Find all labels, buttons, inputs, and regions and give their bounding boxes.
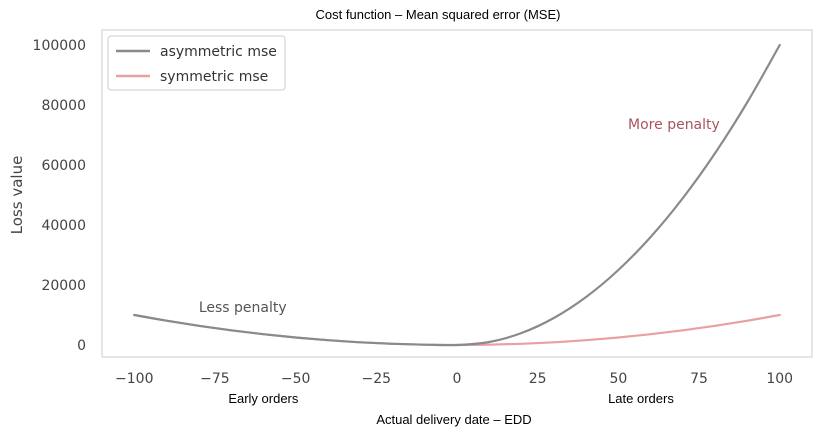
series-lines [133,43,781,347]
legend-items: asymmetric mse symmetric mse [116,44,277,85]
x-sublabel: Late orders [608,391,674,406]
legend-label: symmetric mse [160,69,268,85]
legend-label: asymmetric mse [160,44,277,60]
x-axis-ticks: −100 −75 −50 −25 0 25 50 75 100 [115,371,793,387]
x-tick-label: 75 [690,371,708,387]
y-axis-ticks: 0 20000 40000 60000 80000 100000 [33,38,86,354]
y-tick-label: 40000 [41,218,86,234]
x-tick-label: 25 [529,371,547,387]
annotation-less-penalty: Less penalty [199,300,287,316]
asymmetric-mse-line [133,43,781,347]
x-tick-label: −25 [362,371,392,387]
x-tick-label: −100 [115,371,153,387]
y-tick-label: 100000 [33,38,86,54]
y-tick-label: 60000 [41,158,86,174]
x-tick-label: −50 [281,371,311,387]
y-tick-label: 80000 [41,98,86,114]
x-tick-label: 100 [766,371,793,387]
x-tick-label: 50 [609,371,627,387]
x-axis-label: Actual delivery date – EDD [376,412,531,427]
y-axis-label: Loss value [8,156,26,235]
x-tick-label: 0 [453,371,462,387]
annotation-more-penalty: More penalty [628,117,720,133]
annotations: Less penalty More penalty [199,117,720,316]
legend-box [107,35,286,91]
y-tick-label: 0 [77,338,86,354]
x-sublabel: Early orders [228,391,299,406]
legend: asymmetric mse symmetric mse [107,35,286,91]
chart-title: Cost function – Mean squared error (MSE) [316,7,561,22]
x-axis-sublabels: Early orders Late orders [228,391,674,406]
y-tick-label: 20000 [41,278,86,294]
x-tick-label: −75 [200,371,230,387]
